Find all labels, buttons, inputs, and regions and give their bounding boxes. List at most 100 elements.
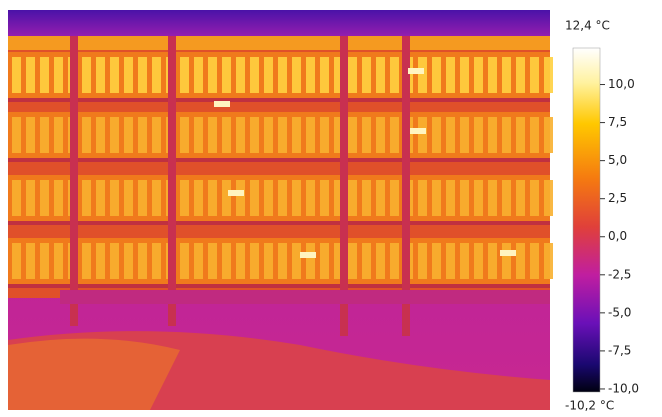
window	[376, 117, 385, 153]
window	[124, 243, 133, 279]
window	[488, 117, 497, 153]
window	[40, 243, 49, 279]
window	[348, 117, 357, 153]
window	[40, 57, 49, 93]
window	[82, 180, 91, 216]
window	[348, 243, 357, 279]
window	[530, 117, 539, 153]
window	[236, 57, 245, 93]
window	[138, 243, 147, 279]
window	[152, 117, 161, 153]
window	[390, 117, 399, 153]
window	[96, 180, 105, 216]
window	[278, 57, 287, 93]
column	[402, 36, 410, 336]
window	[264, 180, 273, 216]
window	[432, 57, 441, 93]
window	[26, 243, 35, 279]
window	[54, 180, 63, 216]
window	[264, 243, 273, 279]
window	[306, 243, 315, 279]
window	[544, 180, 553, 216]
window	[194, 117, 203, 153]
window	[236, 243, 245, 279]
window	[278, 180, 287, 216]
window	[180, 243, 189, 279]
thermal-image	[8, 10, 553, 410]
window	[96, 117, 105, 153]
window	[222, 180, 231, 216]
window	[124, 57, 133, 93]
window	[544, 243, 553, 279]
hot-spot	[214, 101, 230, 107]
color-scale	[572, 47, 601, 393]
window	[320, 243, 329, 279]
window	[152, 57, 161, 93]
window	[390, 57, 399, 93]
window	[152, 180, 161, 216]
window	[12, 57, 21, 93]
window	[376, 57, 385, 93]
window	[320, 57, 329, 93]
window	[376, 243, 385, 279]
column	[340, 36, 348, 336]
tick-label: 5,0	[608, 153, 627, 167]
window	[208, 57, 217, 93]
window	[320, 117, 329, 153]
sill	[8, 158, 550, 162]
window	[460, 243, 469, 279]
window	[54, 243, 63, 279]
window	[110, 243, 119, 279]
window	[502, 180, 511, 216]
window	[26, 180, 35, 216]
window	[180, 180, 189, 216]
tick-label: -2,5	[608, 267, 631, 281]
window	[152, 243, 161, 279]
window	[418, 180, 427, 216]
hot-spot	[410, 128, 426, 134]
window	[362, 117, 371, 153]
window	[418, 243, 427, 279]
window	[138, 180, 147, 216]
window	[26, 117, 35, 153]
window	[348, 57, 357, 93]
window	[362, 243, 371, 279]
window	[390, 243, 399, 279]
window	[54, 57, 63, 93]
sill	[8, 98, 550, 102]
window	[516, 117, 525, 153]
window	[194, 57, 203, 93]
window	[306, 57, 315, 93]
sill	[8, 284, 550, 288]
window	[418, 117, 427, 153]
window	[376, 180, 385, 216]
window	[264, 57, 273, 93]
tick-label: 10,0	[608, 77, 635, 91]
window	[488, 57, 497, 93]
window	[544, 117, 553, 153]
hot-spot	[408, 68, 424, 74]
min-label: -10,2 °C	[565, 399, 614, 413]
window	[446, 57, 455, 93]
window	[502, 243, 511, 279]
window	[82, 57, 91, 93]
window	[236, 117, 245, 153]
window	[474, 57, 483, 93]
window	[334, 180, 343, 216]
window	[474, 117, 483, 153]
window	[306, 180, 315, 216]
window	[460, 57, 469, 93]
window	[12, 117, 21, 153]
column	[168, 36, 176, 326]
window	[250, 180, 259, 216]
window	[82, 117, 91, 153]
window	[502, 117, 511, 153]
window	[530, 180, 539, 216]
plinth	[60, 290, 550, 304]
window	[222, 117, 231, 153]
window	[544, 57, 553, 93]
window	[362, 57, 371, 93]
window	[530, 243, 539, 279]
window	[446, 243, 455, 279]
